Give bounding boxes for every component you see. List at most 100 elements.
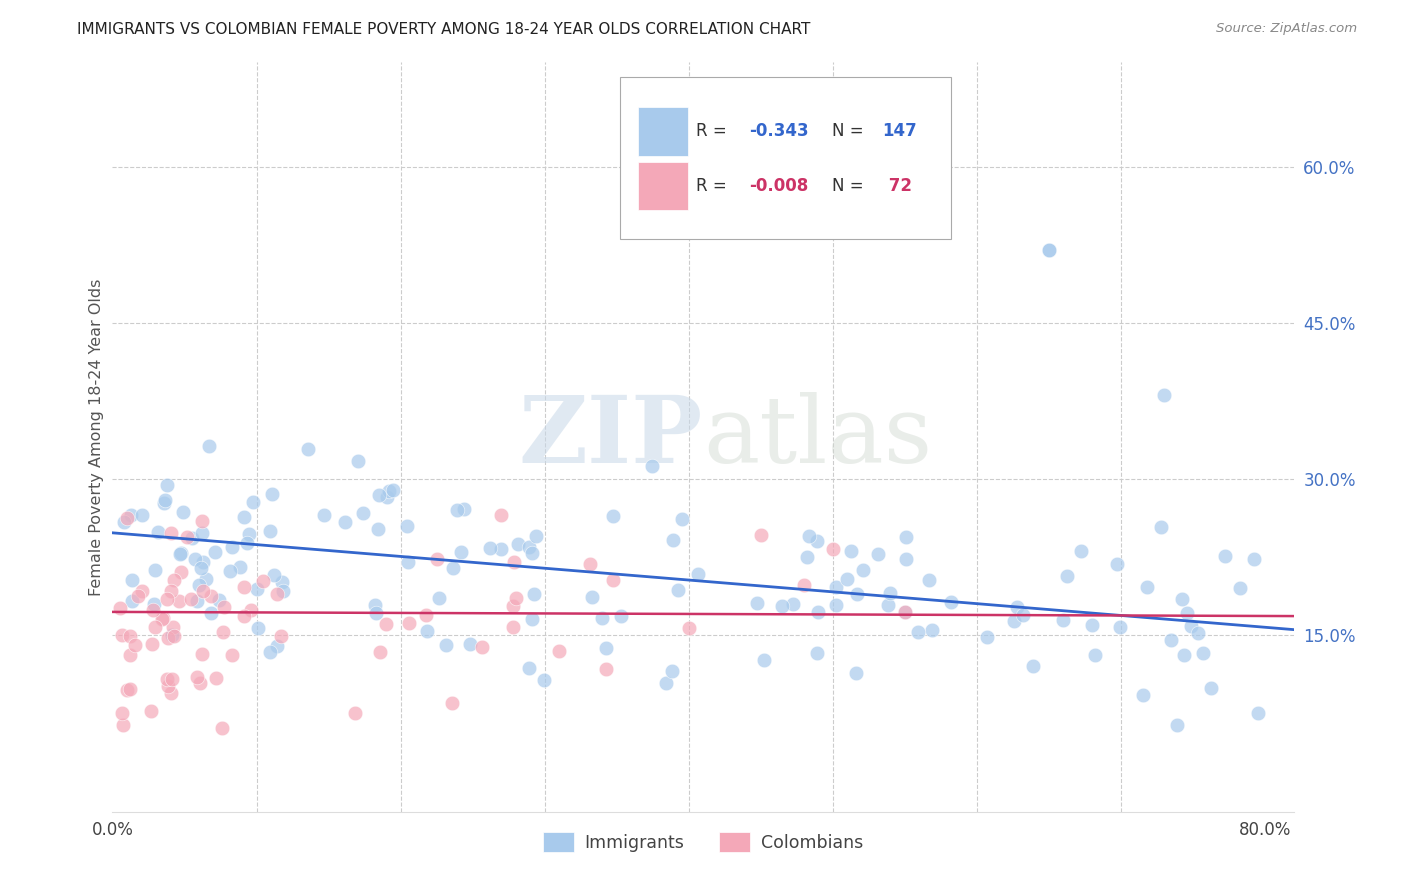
Point bbox=[120, 628, 142, 642]
Point bbox=[156, 672, 179, 686]
Point bbox=[110, 601, 132, 615]
Point bbox=[208, 593, 231, 607]
Point bbox=[1170, 591, 1192, 606]
Point bbox=[131, 583, 153, 598]
Point bbox=[141, 637, 163, 651]
Point bbox=[1229, 582, 1251, 596]
Point bbox=[205, 671, 228, 685]
FancyBboxPatch shape bbox=[620, 78, 950, 238]
Text: N =: N = bbox=[832, 178, 869, 195]
Point bbox=[868, 547, 890, 561]
Point bbox=[610, 609, 633, 624]
Point bbox=[458, 637, 481, 651]
Point bbox=[141, 704, 163, 718]
Point bbox=[247, 621, 270, 635]
Point bbox=[195, 572, 218, 586]
Point bbox=[396, 556, 419, 570]
Point bbox=[661, 664, 683, 678]
Point bbox=[186, 670, 208, 684]
Point bbox=[749, 528, 772, 542]
Point bbox=[127, 589, 149, 603]
Point bbox=[398, 615, 420, 630]
Point bbox=[641, 459, 664, 474]
Point bbox=[976, 630, 998, 644]
Point bbox=[115, 511, 138, 525]
Point bbox=[893, 605, 915, 619]
Point bbox=[367, 522, 389, 536]
Point bbox=[821, 541, 844, 556]
Point bbox=[796, 549, 818, 564]
Point bbox=[416, 624, 439, 638]
Point bbox=[1070, 543, 1092, 558]
Point bbox=[671, 512, 693, 526]
FancyBboxPatch shape bbox=[638, 161, 688, 211]
Point bbox=[112, 718, 135, 732]
Point bbox=[489, 542, 512, 557]
Point bbox=[271, 584, 294, 599]
Point bbox=[1192, 646, 1215, 660]
Point bbox=[270, 629, 292, 643]
Point bbox=[797, 529, 820, 543]
Point bbox=[894, 530, 917, 544]
Point bbox=[441, 561, 464, 575]
Point bbox=[156, 679, 179, 693]
Point bbox=[163, 629, 186, 643]
Text: N =: N = bbox=[832, 122, 869, 140]
Point bbox=[747, 596, 769, 610]
Point bbox=[160, 583, 183, 598]
Point bbox=[1246, 706, 1268, 720]
Point bbox=[191, 584, 214, 599]
Point bbox=[520, 612, 543, 626]
Point bbox=[918, 573, 941, 587]
Point bbox=[782, 597, 804, 611]
Point bbox=[200, 589, 222, 603]
Point bbox=[1201, 681, 1223, 696]
Point bbox=[491, 508, 513, 523]
Point bbox=[602, 509, 624, 524]
Point bbox=[1166, 718, 1188, 732]
Point bbox=[112, 516, 135, 530]
Point bbox=[1160, 633, 1182, 648]
Text: -0.343: -0.343 bbox=[749, 122, 808, 140]
Point bbox=[170, 565, 193, 579]
Point bbox=[533, 673, 555, 687]
Point bbox=[368, 488, 391, 502]
Point bbox=[160, 628, 183, 642]
Point bbox=[188, 676, 211, 690]
Point bbox=[156, 478, 179, 492]
Point bbox=[190, 647, 212, 661]
Legend: Immigrants, Colombians: Immigrants, Colombians bbox=[536, 825, 870, 859]
Point bbox=[115, 683, 138, 698]
Point bbox=[446, 503, 468, 517]
Point bbox=[169, 547, 191, 561]
Point bbox=[1012, 607, 1035, 622]
Point bbox=[595, 641, 617, 656]
Text: ZIP: ZIP bbox=[519, 392, 703, 482]
Point bbox=[661, 533, 683, 548]
Point bbox=[845, 587, 868, 601]
Point bbox=[375, 490, 398, 504]
Text: Source: ZipAtlas.com: Source: ZipAtlas.com bbox=[1216, 22, 1357, 36]
Point bbox=[524, 529, 547, 543]
Point bbox=[228, 559, 250, 574]
Point bbox=[270, 575, 292, 590]
Point bbox=[180, 591, 202, 606]
Text: -0.008: -0.008 bbox=[749, 178, 808, 195]
Point bbox=[190, 561, 212, 575]
Text: R =: R = bbox=[696, 178, 733, 195]
Point bbox=[364, 606, 387, 620]
Point bbox=[688, 566, 710, 581]
Point bbox=[263, 567, 285, 582]
Point bbox=[806, 534, 828, 549]
Point bbox=[520, 546, 543, 560]
Point bbox=[143, 620, 166, 634]
Point bbox=[921, 623, 943, 637]
Point bbox=[120, 508, 142, 522]
Point bbox=[111, 628, 134, 642]
Point bbox=[877, 598, 900, 612]
Point bbox=[1132, 688, 1154, 702]
Point bbox=[548, 643, 571, 657]
Point bbox=[894, 605, 917, 619]
Point bbox=[159, 525, 181, 540]
Point bbox=[246, 582, 269, 596]
